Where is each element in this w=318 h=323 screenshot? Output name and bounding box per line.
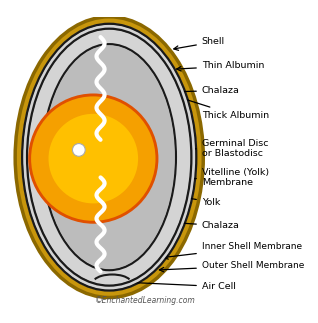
Text: Shell: Shell xyxy=(174,37,225,50)
Ellipse shape xyxy=(22,24,196,290)
Ellipse shape xyxy=(43,44,176,270)
Text: Thin Albumin: Thin Albumin xyxy=(176,61,264,71)
Text: Vitelline (Yolk)
Membrane: Vitelline (Yolk) Membrane xyxy=(156,168,269,187)
Text: Chalaza: Chalaza xyxy=(107,216,240,230)
Circle shape xyxy=(49,114,138,203)
Ellipse shape xyxy=(44,45,175,269)
Text: Yolk: Yolk xyxy=(115,184,220,206)
Text: Air Cell: Air Cell xyxy=(116,280,236,291)
Ellipse shape xyxy=(22,23,197,291)
Text: Thick Albumin: Thick Albumin xyxy=(168,93,269,120)
Text: Inner Shell Membrane: Inner Shell Membrane xyxy=(163,242,302,259)
Text: Germinal Disc
or Blastodisc: Germinal Disc or Blastodisc xyxy=(83,139,268,158)
Circle shape xyxy=(28,93,158,224)
Circle shape xyxy=(73,143,85,156)
Circle shape xyxy=(31,96,156,221)
Ellipse shape xyxy=(23,25,195,289)
Text: ©EnchantedLearning.com: ©EnchantedLearning.com xyxy=(95,296,196,305)
Text: Outer Shell Membrane: Outer Shell Membrane xyxy=(159,261,304,272)
Ellipse shape xyxy=(27,29,191,285)
Ellipse shape xyxy=(28,30,190,285)
Ellipse shape xyxy=(15,17,203,297)
Text: Chalaza: Chalaza xyxy=(107,86,240,96)
